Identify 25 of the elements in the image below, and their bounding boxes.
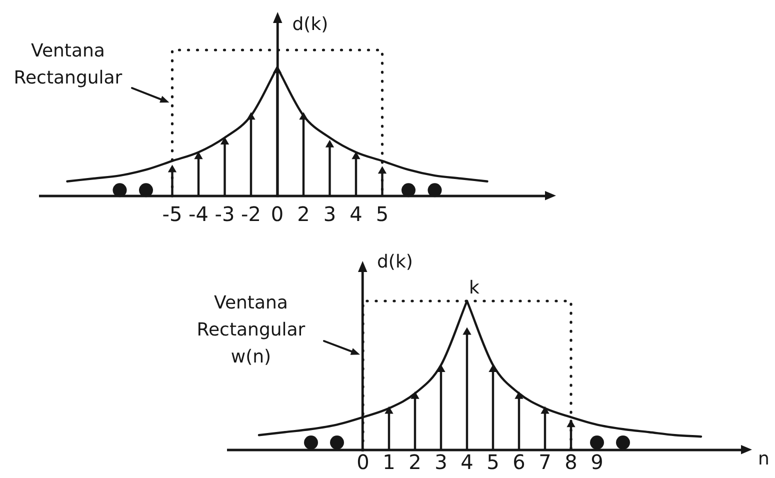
x-tick-label: 8 [564, 450, 578, 474]
x-tick-label: 4 [350, 202, 362, 226]
annotation: Ventana Rectangular [14, 40, 123, 89]
x-tick-label: 3 [323, 202, 336, 226]
annotation: k [469, 278, 480, 299]
x-tick-label: -4 [188, 202, 208, 226]
x-tick-label: 5 [486, 450, 500, 474]
x-tick-label: 4 [460, 450, 474, 474]
x-tick-label: 0 [270, 202, 284, 226]
x-tick-label: -2 [241, 202, 261, 226]
x-tick-label: 2 [297, 202, 310, 226]
annotation: Ventana Rectangular w(n) [196, 292, 306, 368]
x-tick-label: 5 [376, 202, 389, 226]
x-tick-label: 6 [512, 450, 526, 474]
x-tick-label: 0 [356, 450, 370, 474]
y-axis-title: d(k) [377, 252, 413, 273]
x-tick-label: 2 [408, 450, 422, 474]
x-tick-label: -5 [162, 202, 182, 226]
x-tick-label: -3 [214, 202, 235, 226]
x-tick-label: 3 [434, 450, 448, 474]
y-axis-title: d(k) [292, 14, 328, 35]
x-tick-label: 1 [382, 450, 396, 474]
x-axis-title: n [758, 448, 770, 470]
x-tick-label: 7 [538, 450, 552, 474]
x-tick-label: 9 [590, 450, 604, 474]
